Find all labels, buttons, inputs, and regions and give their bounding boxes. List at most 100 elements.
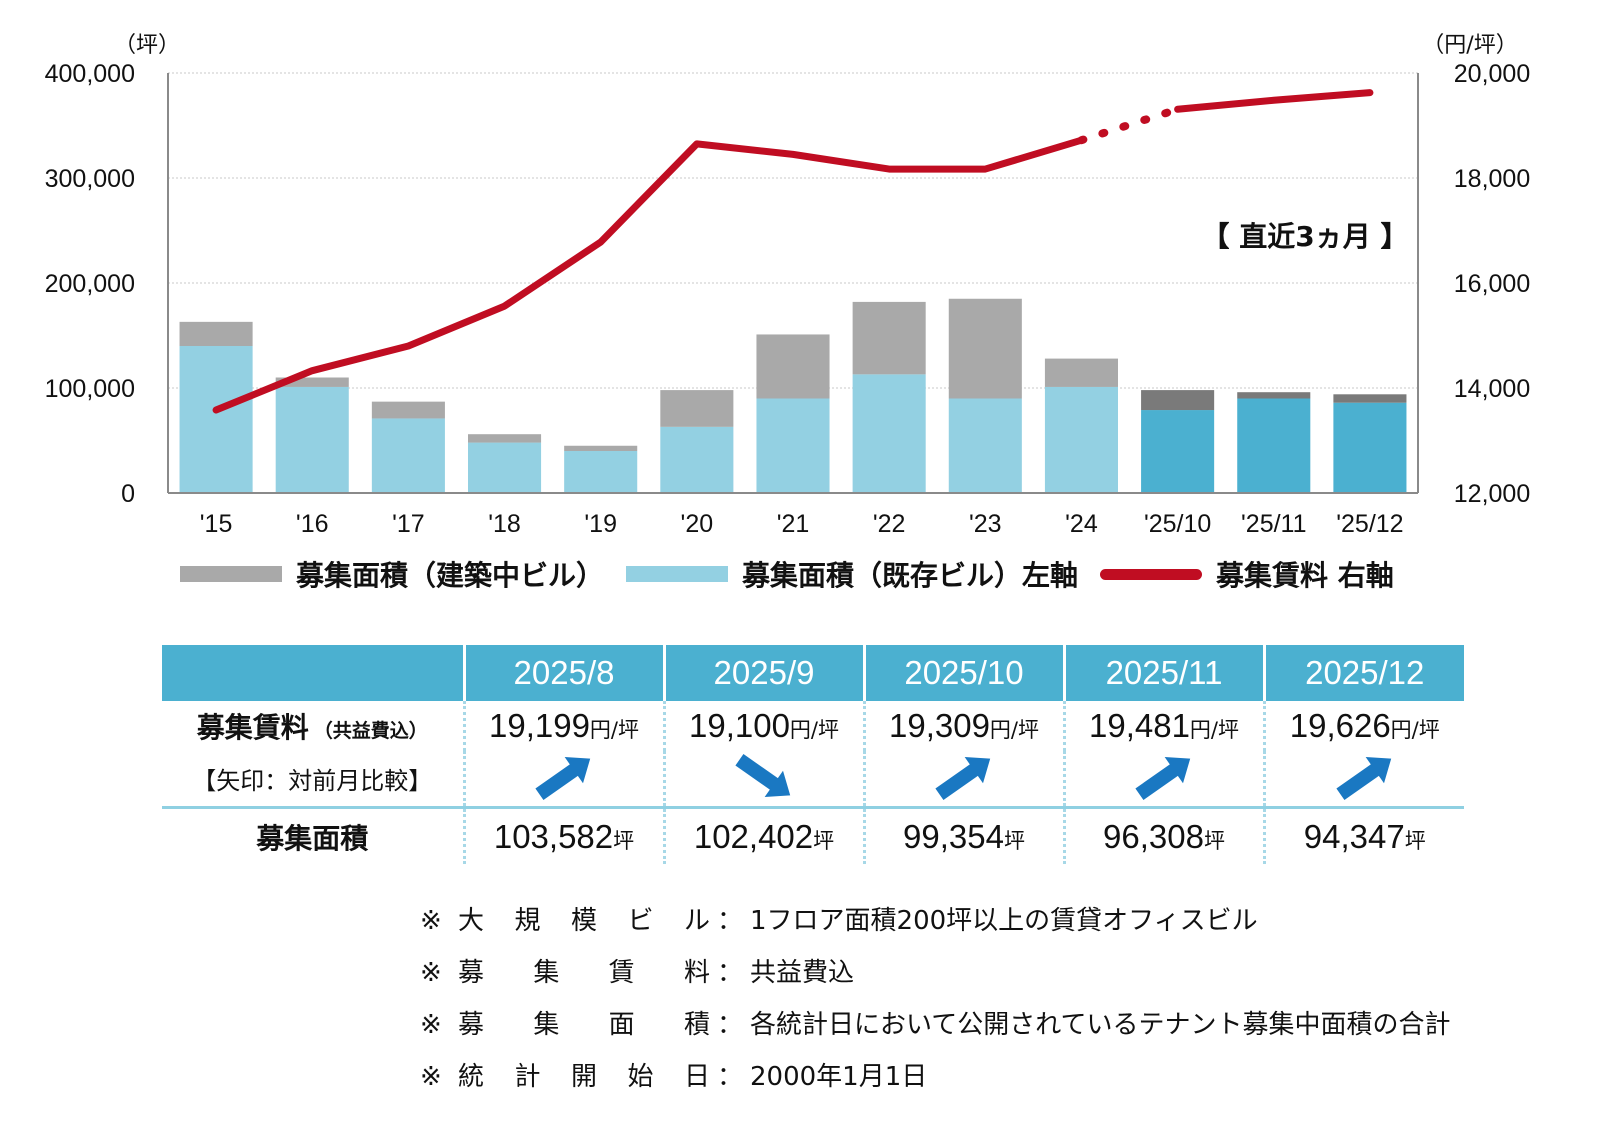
x-tick-label: '25/12	[1336, 510, 1403, 538]
footnote-mark: ※	[420, 958, 442, 988]
bar-existing	[1141, 410, 1215, 493]
rent-row-label: 募集賃料 （共益費込）	[162, 701, 464, 751]
area-unit: 坪	[1203, 828, 1225, 853]
bar-construction	[179, 321, 253, 346]
bar-existing	[948, 398, 1022, 493]
bar-construction	[660, 390, 734, 427]
footnote-row: ※ 募集賃料：共益費込	[420, 947, 1450, 999]
right-axis-unit: （円/坪）	[1422, 33, 1517, 58]
right-tick-label: 20,000	[1454, 60, 1530, 88]
x-tick-label: '25/10	[1144, 510, 1211, 538]
rent-unit: 円/坪	[589, 718, 639, 742]
rent-cell: 19,626円/坪	[1262, 701, 1464, 751]
rent-cell: 19,199円/坪	[462, 701, 664, 751]
legend-swatch-construction	[180, 566, 282, 582]
recent-3-months-annotation: 【 直近3ヵ月 】	[1202, 220, 1409, 253]
footnote-text: 1フロア面積200坪以上の賃貸オフィスビル	[750, 906, 1258, 936]
trend-arrow-shape	[1135, 756, 1191, 800]
bar-construction	[852, 301, 926, 375]
legend-item-construction: 募集面積（建築中ビル）	[180, 554, 604, 594]
bar-existing	[275, 386, 349, 493]
rent-unit: 円/坪	[1390, 718, 1440, 742]
area-cell: 96,308坪	[1062, 806, 1264, 864]
legend-label-rent: 募集賃料 右軸	[1216, 559, 1394, 592]
footnote-colon: ：	[716, 1062, 743, 1092]
bar-existing	[371, 418, 445, 493]
rent-value: 19,100	[688, 707, 790, 744]
area-cell: 94,347坪	[1262, 806, 1464, 864]
rent-line	[212, 89, 1374, 414]
rent-value: 19,481	[1088, 707, 1190, 744]
area-unit: 坪	[613, 828, 635, 853]
rent-cell: 19,100円/坪	[662, 701, 864, 751]
right-tick-label: 12,000	[1454, 480, 1530, 508]
x-tick-label: '23	[969, 510, 1002, 538]
area-row: 募集面積 103,582坪 102,402坪 99,354坪 96,308坪 9…	[162, 806, 1464, 864]
arrow-note: 【矢印：対前月比較】	[162, 751, 464, 808]
x-tick-label: '16	[296, 510, 329, 538]
footnote-mark: ※	[420, 1062, 442, 1092]
legend-label-construction: 募集面積（建築中ビル）	[296, 559, 605, 592]
bars	[179, 298, 1407, 493]
bar-construction	[275, 377, 349, 387]
area-value: 96,308	[1103, 817, 1204, 855]
rent-unit: 円/坪	[789, 718, 839, 742]
area-cell: 99,354坪	[862, 806, 1064, 864]
footnote-text: 各統計日において公開されているテナント募集中面積の合計	[750, 1010, 1451, 1040]
right-tick-label: 18,000	[1454, 165, 1530, 193]
right-tick-label: 16,000	[1454, 270, 1530, 298]
month-header: 2025/9	[662, 645, 864, 701]
area-value: 94,347	[1303, 817, 1405, 855]
area-cell: 102,402坪	[662, 806, 864, 864]
footnote-text: 共益費込	[750, 958, 855, 988]
month-header: 2025/10	[862, 645, 1064, 701]
footnote-colon: ：	[716, 906, 743, 936]
arrow-note-text: 【矢印：対前月比較】	[192, 767, 433, 795]
tick-labels: 0 100,000 200,000 300,000 400,000 12,000 14,00…	[45, 60, 1531, 538]
legend-item-existing: 募集面積（既存ビル）左軸	[626, 554, 1078, 594]
trend-cell	[862, 751, 1064, 808]
footnote-row: ※ 募集面積：各統計日において公開されているテナント募集中面積の合計	[420, 999, 1450, 1051]
left-tick-label: 300,000	[45, 165, 135, 193]
x-tick-label: '19	[584, 510, 617, 538]
bar-existing	[179, 346, 253, 493]
bar-construction	[1141, 390, 1215, 411]
area-unit: 坪	[813, 828, 835, 853]
footnotes: ※ 大規模ビル： 1フロア面積200坪以上の賃貸オフィスビル ※ 募集賃料：共益費込 ※ 募…	[420, 895, 1450, 1103]
bar-existing	[660, 426, 734, 493]
trend-arrow-shape	[735, 753, 791, 797]
legend-label-existing: 募集面積（既存ビル）左軸	[742, 559, 1079, 592]
monthly-stats-table: 2025/8 2025/9 2025/10 2025/11 2025/12 募集…	[162, 645, 1464, 864]
x-tick-label: '21	[777, 510, 810, 538]
area-unit: 坪	[1404, 828, 1426, 853]
bar-construction	[468, 434, 542, 443]
area-label: 募集面積	[256, 821, 369, 855]
trend-cell	[462, 751, 664, 808]
bar-existing	[1333, 402, 1407, 493]
month-header: 2025/11	[1062, 645, 1264, 701]
trend-arrow-shape	[1336, 756, 1391, 800]
rent-cell: 19,481円/坪	[1062, 701, 1264, 751]
x-tick-label: '22	[873, 510, 906, 538]
trend-cell	[662, 751, 864, 808]
bar-construction	[756, 334, 830, 399]
footnote-text: 2000年1月1日	[750, 1062, 928, 1092]
x-tick-label: '18	[488, 510, 521, 538]
footnote-row: ※ 統計開始日： 2000年1月1日	[420, 1051, 1450, 1103]
rent-value: 19,199	[488, 707, 590, 744]
x-tick-label: '15	[200, 510, 233, 538]
legend-swatch-rent	[1100, 568, 1203, 580]
bar-existing	[1044, 386, 1118, 493]
bar-construction	[1333, 394, 1407, 403]
x-tick-label: '20	[681, 510, 714, 538]
footnote-mark: ※	[420, 1010, 442, 1040]
bar-existing	[468, 442, 542, 493]
rent-row: 募集賃料 （共益費込） 19,199円/坪 19,100円/坪 19,309円/…	[162, 701, 1464, 751]
bar-construction	[948, 298, 1022, 399]
trend-arrow-shape	[535, 756, 591, 800]
bar-existing	[852, 374, 926, 493]
month-header: 2025/8	[462, 645, 664, 701]
bar-construction	[1044, 358, 1118, 387]
rent-value: 19,626	[1289, 707, 1391, 744]
footnote-label: 大規模ビル	[458, 906, 710, 936]
